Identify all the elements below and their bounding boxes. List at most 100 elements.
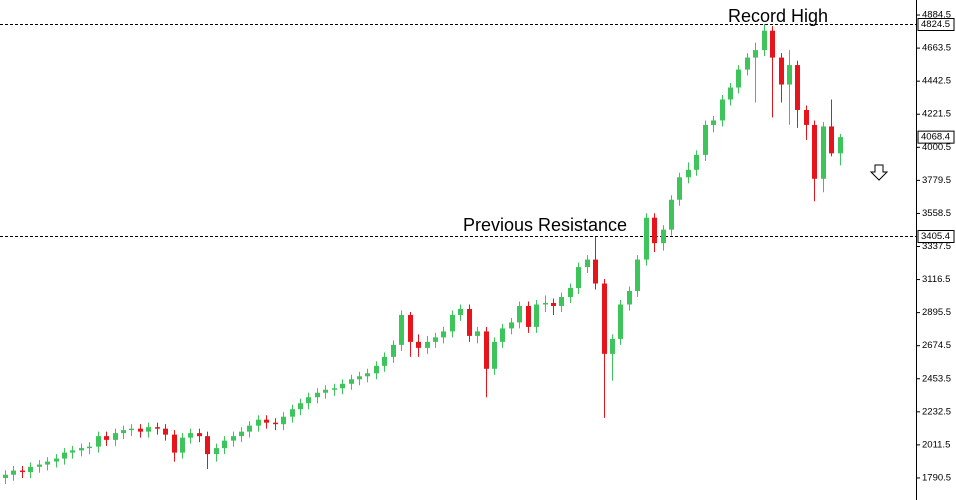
candle-body: [694, 154, 699, 170]
candle-body: [121, 430, 126, 434]
candle-body: [526, 305, 531, 327]
candle-body: [45, 461, 50, 465]
candle-body: [256, 419, 261, 426]
y-tick-label: 2674.5: [922, 340, 951, 351]
level-label-box: [917, 18, 955, 31]
candle-body: [222, 440, 227, 449]
candle-body: [576, 267, 581, 289]
candle-body: [484, 331, 489, 369]
candle-body: [602, 283, 607, 354]
candle-body: [247, 425, 252, 432]
candle-body: [155, 427, 160, 429]
y-tick-label: 2232.5: [922, 406, 951, 417]
level-label: 4824.5: [921, 19, 950, 30]
candle-body: [467, 308, 472, 336]
candle-body: [374, 365, 379, 374]
candle-body: [779, 57, 784, 85]
candle-body: [635, 259, 640, 292]
candle-body: [517, 305, 522, 323]
candle-body: [593, 259, 598, 284]
y-tick-label: 4884.5: [922, 10, 951, 21]
candle-body: [450, 314, 455, 332]
candle-body: [399, 314, 404, 345]
candle-body: [585, 259, 590, 268]
candle-body: [11, 470, 16, 475]
candle-body: [661, 229, 666, 244]
candle-body: [475, 331, 480, 336]
candle-body: [231, 436, 236, 441]
candle-body: [618, 304, 623, 339]
candle-body: [197, 433, 202, 437]
candle-body: [408, 314, 413, 342]
y-tick-label: 2453.5: [922, 373, 951, 384]
candle-body: [753, 50, 758, 58]
candle-body: [736, 69, 741, 88]
y-tick-label: 3116.5: [922, 274, 950, 285]
candle-body: [113, 433, 118, 440]
candle-body: [306, 397, 311, 404]
candle-body: [349, 379, 354, 384]
candle-body: [703, 124, 708, 155]
candle-body: [28, 466, 33, 473]
candle-body: [610, 338, 615, 354]
y-tick-label: 3337.5: [922, 241, 951, 252]
candle-body: [416, 341, 421, 348]
candle-body: [812, 124, 817, 179]
candle-body: [357, 376, 362, 380]
candle-body: [70, 450, 75, 453]
annotation: Previous Resistance: [463, 215, 627, 235]
y-tick-label: 2895.5: [922, 307, 951, 318]
candle-body: [129, 428, 134, 431]
candle-body: [509, 322, 514, 329]
level-label: 3405.4: [921, 231, 950, 242]
candle-body: [652, 217, 657, 244]
candle-body: [500, 328, 505, 342]
candle-body: [762, 30, 767, 51]
candle-body: [669, 199, 674, 230]
candle-body: [146, 427, 151, 432]
candle-body: [492, 341, 497, 369]
candle-body: [559, 296, 564, 306]
candle-body: [458, 308, 463, 315]
candle-body: [37, 464, 42, 467]
candle-body: [804, 109, 809, 125]
candle-body: [838, 137, 843, 154]
y-tick-label: 2011.5: [922, 439, 950, 450]
candle-body: [264, 419, 269, 423]
candle-body: [391, 344, 396, 357]
y-tick-label: 3779.5: [922, 175, 951, 186]
candle-body: [745, 57, 750, 70]
candle-body: [214, 448, 219, 455]
candle-body: [323, 389, 328, 393]
candle-body: [96, 436, 101, 447]
candle-body: [365, 373, 370, 377]
annotation: Record High: [728, 6, 828, 26]
level-label-box: [917, 230, 955, 243]
y-tick-label: 1790.5: [922, 472, 951, 483]
candle-body: [54, 458, 59, 462]
candle-body: [787, 65, 792, 85]
candle-body: [728, 87, 733, 100]
candle-body: [770, 30, 775, 58]
last-price-label-box: [917, 130, 955, 144]
candle-body: [205, 436, 210, 455]
candle-body: [441, 331, 446, 338]
y-tick-label: 4442.5: [922, 76, 951, 87]
candle-body: [62, 452, 67, 459]
candle-body: [163, 428, 168, 435]
candle-body: [138, 428, 143, 432]
candle-body: [711, 120, 716, 125]
candle-body: [340, 383, 345, 389]
y-tick-label: 4663.5: [922, 43, 951, 54]
candle-body: [3, 474, 8, 479]
candle-body: [821, 126, 826, 179]
candle-body: [87, 446, 92, 449]
y-tick-label: 4000.5: [922, 142, 951, 153]
candle-body: [104, 436, 109, 440]
candle-body: [79, 448, 84, 451]
down-arrow-icon: [869, 164, 889, 181]
y-tick-label: 3558.5: [922, 208, 951, 219]
candle-body: [180, 437, 185, 453]
candle-body: [290, 409, 295, 417]
